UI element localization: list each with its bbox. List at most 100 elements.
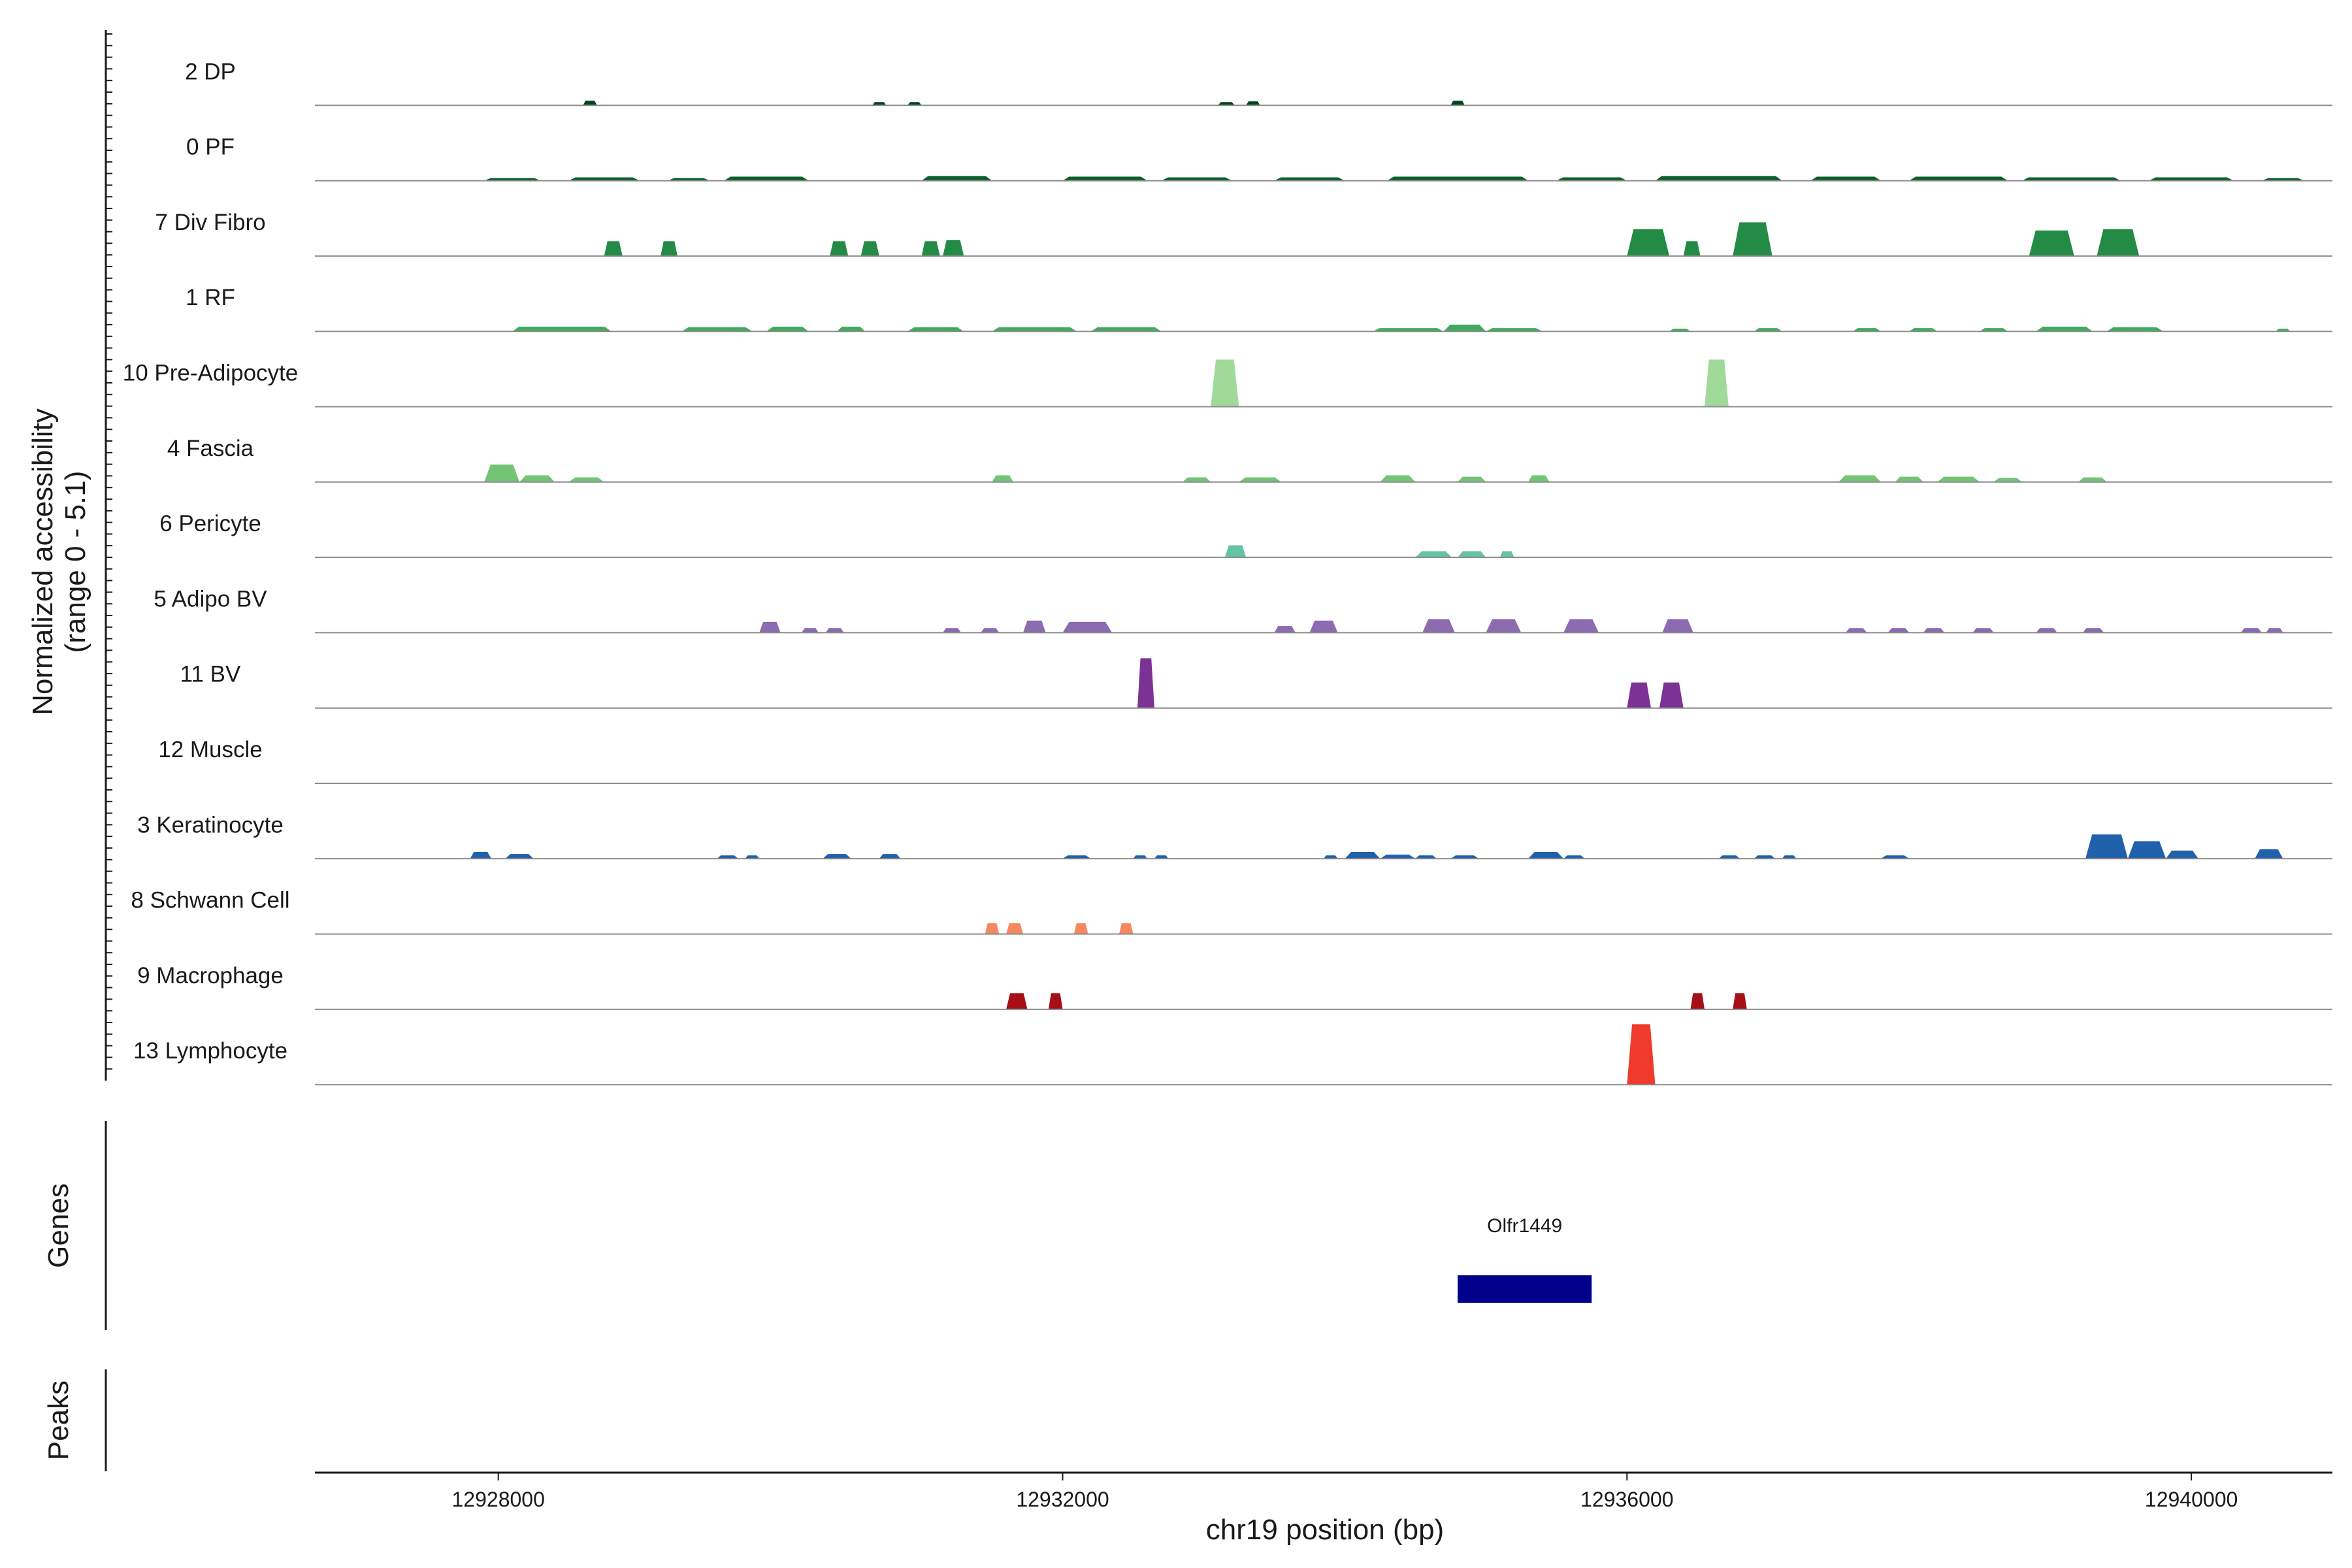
coverage-peak	[2266, 628, 2283, 633]
coverage-peak	[921, 241, 940, 256]
coverage-peak	[1923, 628, 1945, 633]
x-axis: 12928000 12932000 12936000 12940000 chr19 p…	[315, 1471, 2332, 1546]
track-10-pre-adipocyte: 10 Pre-Adipocyte	[123, 359, 2332, 408]
coverage-peak	[1846, 628, 1867, 633]
coverage-peak	[1627, 1024, 1656, 1085]
track-label: 9 Macrophage	[137, 963, 284, 988]
coverage-peak	[1627, 229, 1670, 256]
coverage-peak	[1450, 855, 1479, 859]
coverage-peak	[1090, 327, 1162, 332]
coverage-peak	[1224, 545, 1247, 558]
track-label: 3 Keratinocyte	[137, 812, 284, 838]
coverage-peak	[766, 327, 809, 332]
coverage-peak	[1486, 328, 1543, 332]
coverage-peak	[1754, 328, 1782, 332]
coverage-peak	[1006, 993, 1028, 1009]
coverage-peak	[1627, 682, 1651, 708]
track-2-dp: 2 DP	[185, 59, 2332, 106]
coverage-peak	[1450, 101, 1465, 106]
coverage-peak	[667, 178, 710, 181]
coverage-peak	[1909, 328, 1938, 332]
coverage-peak	[1073, 923, 1088, 934]
coverage-peak	[1499, 551, 1514, 558]
coverage-peak	[661, 241, 678, 256]
coverage-peak	[1211, 359, 1239, 407]
coverage-peak	[470, 852, 491, 859]
peaks-axis-title: Peaks	[42, 1380, 74, 1460]
coverage-peak	[1048, 993, 1063, 1009]
coverage-peak	[1246, 101, 1260, 106]
coverage-peak	[1062, 176, 1148, 181]
track-label: 8 Schwann Cell	[131, 888, 289, 913]
coverage-peak	[879, 854, 901, 859]
coverage-peak	[1345, 852, 1380, 859]
coverage-peak	[512, 327, 612, 332]
coverage-peak	[1062, 855, 1091, 859]
coverage-peak	[1754, 855, 1775, 859]
track-label: 5 Adipo BV	[154, 586, 267, 612]
coverage-peak	[1133, 855, 1148, 859]
coverage-peak	[1937, 476, 1980, 482]
track-label: 0 PF	[186, 135, 235, 160]
coverage-peak	[1380, 475, 1416, 482]
coverage-peak	[1274, 177, 1345, 181]
coverage-peak	[1415, 551, 1452, 558]
coverage-peak	[992, 475, 1013, 482]
coverage-peak	[2097, 229, 2140, 256]
coverage-peak	[1881, 855, 1910, 859]
coverage-peak	[1380, 855, 1416, 859]
coverage-peak	[1993, 478, 2022, 482]
coverage-peak	[1563, 855, 1585, 859]
coverage-peak	[484, 178, 541, 181]
coverage-peak	[1137, 658, 1154, 708]
coverage-peak	[681, 327, 753, 332]
y-axis-title-line2: (range 0 - 5.1)	[59, 471, 91, 653]
coverage-peak	[2036, 327, 2093, 332]
x-tick-label: 12928000	[452, 1488, 545, 1511]
coverage-peak	[1690, 993, 1705, 1009]
x-axis-ticks: 12928000 12932000 12936000 12940000	[452, 1473, 2238, 1511]
track-9-macrophage: 9 Macrophage	[137, 963, 2332, 1010]
coverage-peak	[1239, 477, 1282, 482]
coverage-peak	[825, 628, 844, 633]
coverage-peak	[907, 102, 922, 106]
coverage-peak	[568, 477, 604, 482]
coverage-peak	[2127, 841, 2166, 859]
coverage-peak	[907, 327, 964, 332]
coverage-peak	[1718, 855, 1740, 859]
coverage-peak	[1528, 852, 1564, 859]
coverage-peak	[2276, 329, 2291, 332]
coverage-peak	[1662, 619, 1693, 633]
coverage-peak	[1838, 475, 1881, 482]
coverage-peak	[1218, 102, 1235, 106]
x-tick-label: 12932000	[1016, 1488, 1109, 1511]
track-label: 13 Lymphocyte	[133, 1038, 287, 1064]
coverage-peak	[1528, 475, 1550, 482]
coverage-peak	[745, 855, 760, 859]
accessibility-tracks: 2 DP 0 PF 7 Div Fibro 1 RF 10 Pre-Adipocyte 4…	[123, 59, 2332, 1086]
track-6-pericyte: 6 Pericyte	[159, 511, 2332, 559]
coverage-peak	[1556, 177, 1627, 181]
track-3-keratinocyte: 3 Keratinocyte	[137, 812, 2332, 860]
track-label: 2 DP	[185, 59, 236, 84]
coverage-peak	[717, 855, 738, 859]
coverage-peak	[1422, 619, 1455, 633]
track-5-adipo-bv: 5 Adipo BV	[154, 586, 2332, 634]
coverage-peak	[1458, 476, 1486, 482]
coverage-peak	[802, 628, 819, 633]
coverage-peak	[1705, 359, 1729, 407]
coverage-peak	[1683, 241, 1701, 256]
coverage-peak	[943, 628, 961, 633]
coverage-peak	[1810, 176, 1881, 181]
coverage-peak	[943, 240, 964, 256]
coverage-peak	[724, 176, 809, 181]
coverage-peak	[1006, 923, 1023, 934]
coverage-peak	[921, 176, 992, 181]
coverage-peak	[2240, 628, 2262, 633]
coverage-peak	[1655, 176, 1782, 181]
gene-label: Olfr1449	[1487, 1215, 1562, 1237]
coverage-peak	[872, 102, 887, 106]
coverage-peak	[2106, 327, 2163, 332]
coverage-peak	[1563, 619, 1599, 633]
genes-panel: Genes Olfr1449	[42, 1121, 1592, 1330]
